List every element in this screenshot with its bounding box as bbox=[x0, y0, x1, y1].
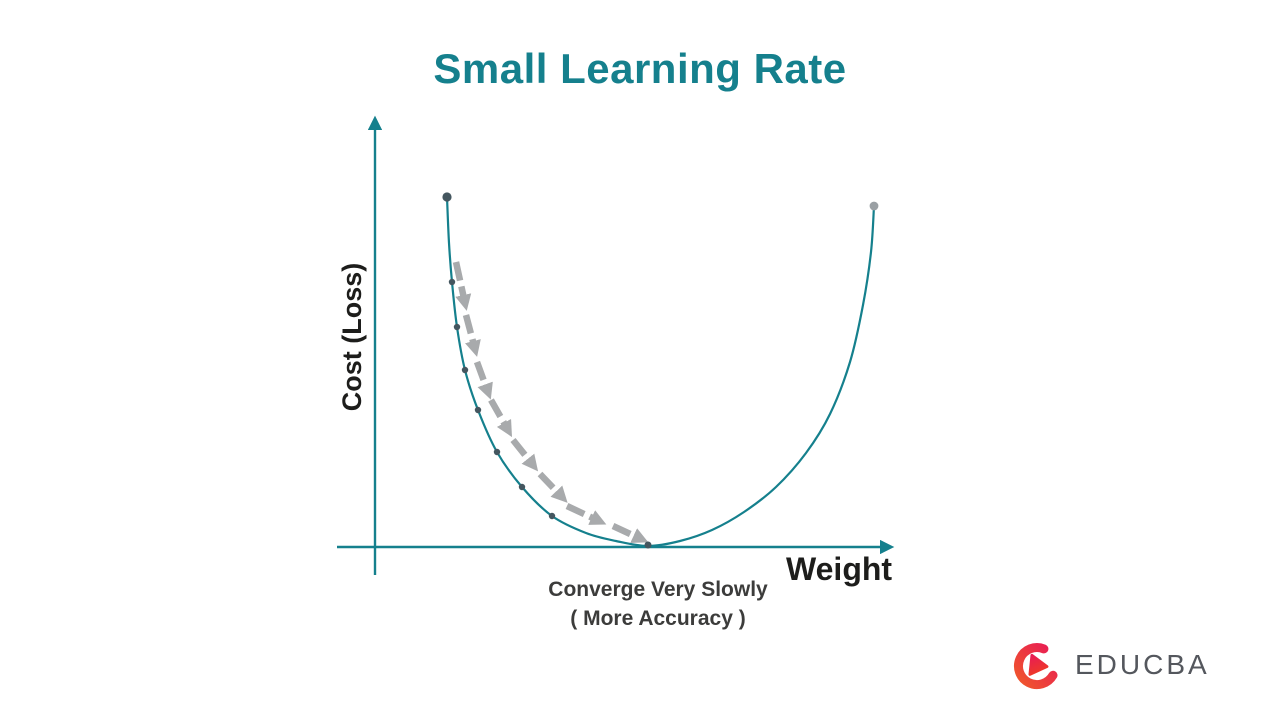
cost-curve bbox=[445, 195, 876, 548]
curve-path bbox=[445, 195, 876, 548]
convergence-annotation: Converge Very Slowly ( More Accuracy ) bbox=[458, 575, 858, 633]
educba-logo: EDUCBA bbox=[1012, 637, 1210, 693]
gradient-step-arrow bbox=[611, 523, 649, 543]
gradient-step-arrow bbox=[462, 314, 481, 357]
y-axis-label: Cost (Loss) bbox=[337, 262, 367, 412]
descent-step-dot bbox=[518, 483, 526, 491]
annotation-line-2: ( More Accuracy ) bbox=[570, 607, 746, 630]
gradient-step-arrow bbox=[565, 503, 607, 525]
axes bbox=[337, 115, 895, 575]
educba-logo-icon bbox=[1014, 643, 1058, 689]
descent-arrows bbox=[452, 261, 649, 543]
gradient-step-arrow bbox=[473, 360, 493, 400]
gradient-step-arrow bbox=[537, 471, 568, 503]
gradient-step-arrow bbox=[510, 437, 539, 472]
logo-swirl bbox=[1014, 643, 1058, 689]
descent-dots bbox=[442, 192, 879, 549]
annotation-line-1: Converge Very Slowly bbox=[548, 578, 768, 601]
minimum-dot bbox=[644, 541, 652, 549]
descent-step-dot bbox=[448, 278, 456, 286]
curve-end-dot bbox=[869, 201, 879, 211]
start-dot bbox=[442, 192, 452, 202]
descent-step-dot bbox=[474, 406, 482, 414]
logo-play-triangle bbox=[1028, 653, 1049, 676]
gradient-step-arrow bbox=[488, 398, 513, 438]
descent-step-dot bbox=[461, 366, 469, 374]
descent-step-dot bbox=[548, 512, 556, 520]
descent-step-dot bbox=[453, 323, 461, 331]
figure-title: Small Learning Rate bbox=[433, 45, 847, 92]
x-axis-label: Weight bbox=[786, 551, 893, 587]
educba-logo-text: EDUCBA bbox=[1075, 649, 1210, 680]
gradient-step-arrow bbox=[452, 261, 472, 311]
descent-step-dot bbox=[493, 448, 501, 456]
